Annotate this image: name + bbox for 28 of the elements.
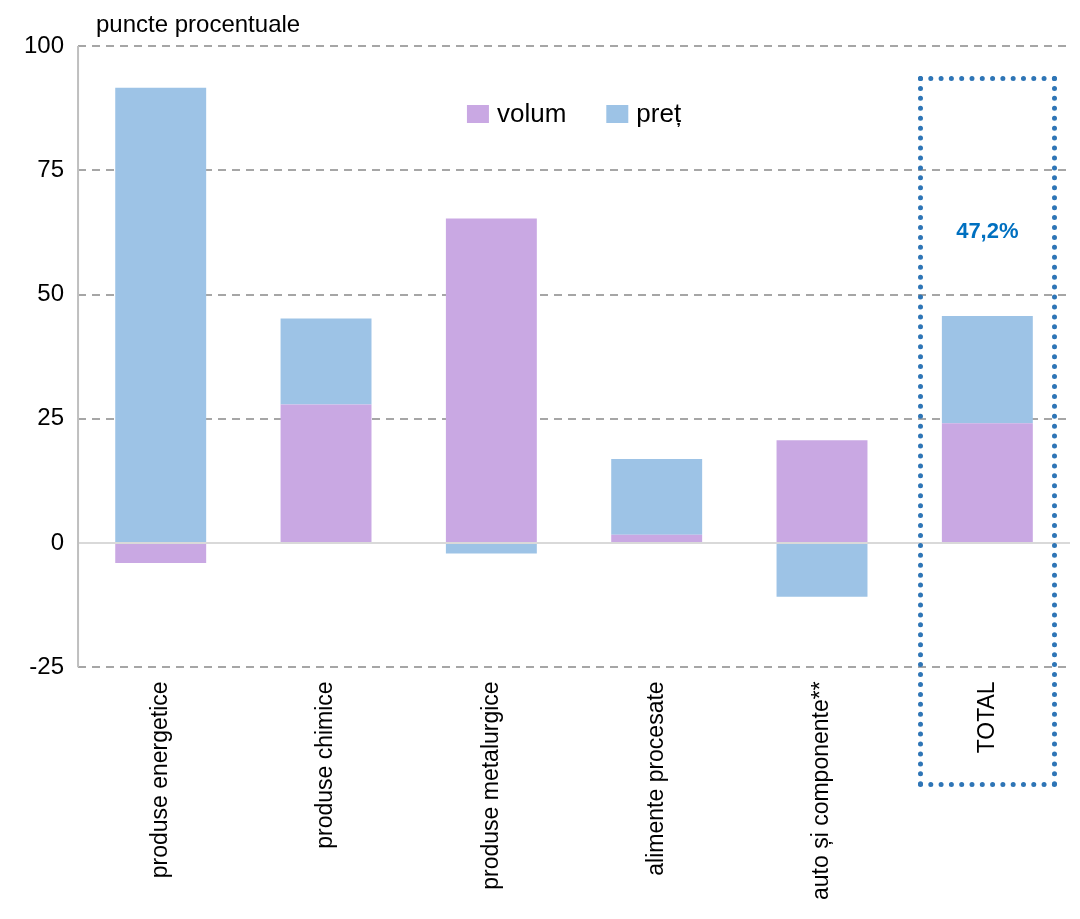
- y-tick-label: 0: [50, 527, 65, 555]
- annotation: 47,2%: [956, 218, 1019, 244]
- bar: [776, 440, 868, 543]
- y-tick-label: 50: [37, 279, 65, 307]
- bar: [115, 87, 207, 543]
- x-tick-label: auto și componente**: [807, 681, 834, 901]
- x-tick-label: TOTAL: [972, 681, 999, 754]
- x-tick-label: alimente procesate: [642, 681, 669, 876]
- bar: [445, 218, 537, 543]
- y-axis-title: puncte procentuale: [96, 10, 301, 38]
- y-tick-label: 100: [24, 30, 65, 58]
- x-tick-label: produse chimice: [311, 681, 338, 849]
- legend-label: volum: [496, 98, 567, 129]
- bar: [941, 423, 1033, 543]
- y-tick-label: -25: [29, 651, 65, 679]
- x-tick-label: produse energetice: [146, 681, 173, 879]
- bar: [280, 318, 372, 405]
- bar: [445, 544, 537, 554]
- bar: [115, 544, 207, 563]
- bar: [776, 544, 868, 597]
- y-tick-label: 75: [37, 154, 65, 182]
- bar: [611, 534, 703, 543]
- bar: [941, 315, 1033, 424]
- bar: [611, 459, 703, 535]
- legend-label: preț: [636, 98, 682, 129]
- bar: [280, 404, 372, 543]
- x-tick-label: produse metalurgice: [476, 681, 503, 890]
- y-tick-label: 25: [37, 403, 65, 431]
